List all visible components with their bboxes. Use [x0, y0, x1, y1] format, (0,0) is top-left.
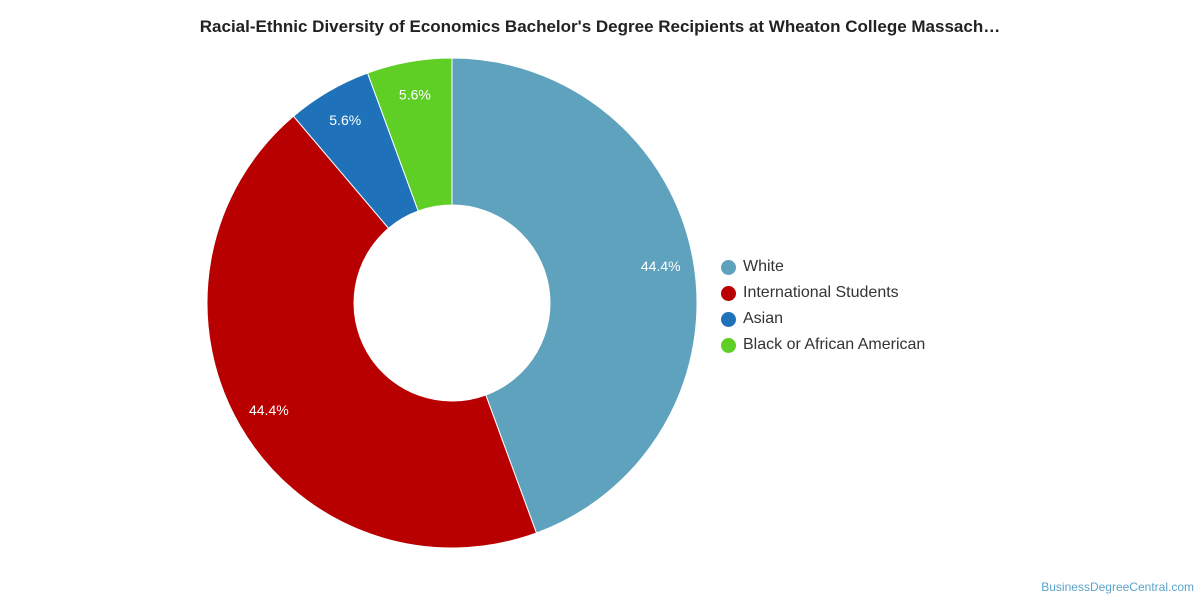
slice-label-white: 44.4%	[641, 258, 681, 274]
legend-item-white[interactable]: White	[721, 254, 925, 280]
slice-label-international-students: 44.4%	[249, 402, 289, 418]
slice-black-or-african-american[interactable]	[366, 57, 453, 212]
slice-label-black-or-african-american: 5.6%	[399, 86, 431, 102]
slice-label-asian: 5.6%	[329, 112, 361, 128]
legend-swatch-icon	[721, 285, 736, 301]
legend-swatch-icon	[721, 311, 736, 327]
legend-item-international-students[interactable]: International Students	[721, 280, 925, 306]
legend-item-asian[interactable]: Asian	[721, 306, 925, 332]
slice-label-group: 44.4% 44.4% 5.6% 5.6%	[249, 86, 681, 417]
slice-international-students[interactable]	[206, 115, 538, 549]
legend-label: White	[743, 258, 784, 275]
legend-label: International Students	[743, 284, 899, 301]
slice-group	[206, 57, 698, 549]
slice-white[interactable]	[451, 57, 698, 534]
legend-swatch-icon	[721, 337, 736, 353]
legend-label: Black or African American	[743, 336, 926, 353]
legend: White International Students Asian Black or…	[721, 254, 925, 358]
legend-item-black-or-african-american[interactable]: Black or African American	[721, 332, 925, 358]
watermark[interactable]: BusinessDegreeCentral.com	[1041, 580, 1194, 594]
legend-swatch-icon	[721, 259, 736, 275]
legend-label: Asian	[743, 310, 784, 327]
chart-title: Racial-Ethnic Diversity of Economics Bac…	[199, 17, 1001, 36]
